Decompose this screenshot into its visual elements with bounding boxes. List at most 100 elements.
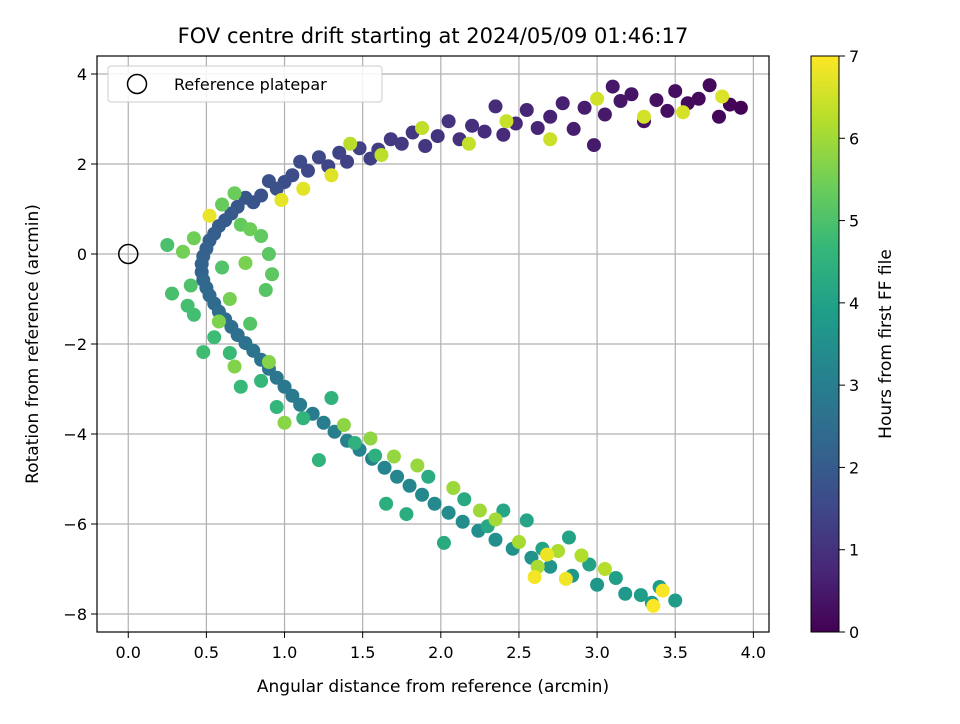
data-point [676, 105, 691, 120]
data-point [269, 400, 284, 414]
data-point [566, 121, 581, 136]
colorbar-tick-label: 1 [849, 541, 859, 560]
data-point [415, 487, 430, 502]
data-point [227, 359, 242, 374]
data-point [343, 136, 358, 151]
x-tick-label: 0.5 [194, 643, 219, 662]
y-tick-label: −6 [63, 515, 87, 534]
colorbar-ticks: 0 1 2 3 4 5 6 7 [839, 47, 859, 642]
data-point [324, 168, 339, 183]
data-point [586, 138, 601, 153]
data-point [441, 114, 456, 129]
data-point [488, 532, 503, 547]
data-point [446, 481, 461, 495]
data-point [646, 598, 661, 613]
data-point [160, 238, 175, 252]
data-point [180, 298, 195, 313]
data-point [496, 127, 511, 142]
data-point [488, 512, 503, 527]
x-tick-label: 3.0 [584, 643, 609, 662]
colorbar: 0 1 2 3 4 5 6 7 Hours from first FF file [810, 47, 896, 642]
data-point [227, 186, 242, 201]
data-point [261, 174, 276, 189]
data-point [233, 379, 248, 394]
data-point [377, 460, 392, 475]
data-point [183, 278, 198, 293]
y-tick-label: −8 [63, 605, 87, 624]
y-tick-label: 4 [77, 65, 87, 84]
data-point [590, 577, 605, 592]
data-point [668, 84, 683, 99]
data-point [243, 222, 258, 237]
data-point [368, 448, 383, 463]
data-point [211, 314, 226, 329]
colorbar-tick-label: 0 [849, 623, 859, 642]
colorbar-tick-label: 2 [849, 458, 859, 477]
data-point [558, 571, 573, 586]
data-point [261, 355, 276, 369]
data-point [636, 109, 651, 124]
data-point [702, 78, 717, 93]
data-point [196, 345, 211, 360]
x-tick-label: 0.0 [116, 643, 141, 662]
data-point [254, 229, 269, 243]
data-point [207, 330, 222, 345]
data-point [175, 244, 190, 259]
data-point [499, 114, 514, 129]
data-point [222, 346, 237, 360]
data-point [265, 267, 280, 282]
x-axis-label: Angular distance from reference (arcmin) [257, 677, 609, 697]
data-point [477, 124, 492, 139]
data-point [555, 96, 570, 111]
data-point [715, 89, 730, 104]
legend-label: Reference platepar [174, 75, 327, 94]
data-point [590, 91, 605, 106]
data-point [165, 286, 180, 301]
data-point [649, 93, 664, 108]
data-point [186, 231, 201, 246]
data-point [274, 193, 289, 207]
grid-lines [97, 56, 769, 632]
x-tick-label: 2.5 [506, 643, 531, 662]
data-point [465, 118, 480, 133]
y-tick-label: 0 [77, 245, 87, 264]
colorbar-tick-label: 5 [849, 212, 859, 231]
data-point [519, 103, 534, 117]
data-point [293, 154, 308, 169]
data-point [215, 260, 230, 275]
data-point [574, 548, 589, 563]
data-point [543, 559, 558, 574]
data-point [427, 496, 442, 511]
data-point [733, 100, 748, 115]
y-tick-label: −2 [63, 335, 87, 354]
data-point [613, 94, 628, 108]
data-point [399, 507, 414, 522]
data-point [655, 583, 670, 598]
data-point [441, 505, 456, 520]
data-point [472, 503, 487, 518]
data-point [277, 415, 292, 430]
y-tick-label: 2 [77, 155, 87, 174]
data-point [347, 436, 362, 450]
data-point [540, 547, 555, 562]
x-tick-label: 3.5 [663, 643, 688, 662]
y-tick-label: −4 [63, 425, 87, 444]
data-point [597, 107, 612, 122]
data-point [238, 256, 253, 270]
x-tick-label: 4.0 [741, 643, 766, 662]
data-point [618, 586, 633, 601]
data-point [527, 570, 542, 585]
data-point [202, 208, 217, 223]
data-point [332, 145, 347, 160]
data-point [577, 100, 592, 115]
data-point [418, 139, 433, 153]
x-tick-label: 1.5 [350, 643, 375, 662]
data-point [390, 469, 405, 484]
data-point [711, 109, 726, 124]
data-point [402, 478, 417, 493]
data-point [608, 571, 623, 585]
data-point [386, 449, 401, 464]
data-point [436, 535, 451, 550]
x-axis-ticks: 0.0 0.5 1.0 1.5 2.0 2.5 3.0 3.5 4.0 [116, 632, 766, 662]
data-point [519, 513, 534, 528]
